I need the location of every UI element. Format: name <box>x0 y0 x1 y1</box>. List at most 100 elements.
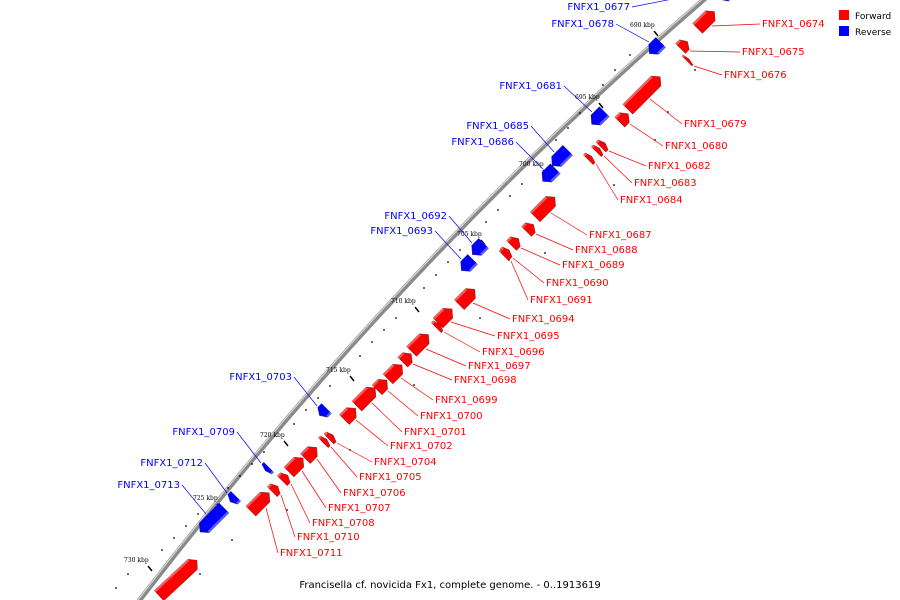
gene-shading <box>267 483 272 489</box>
label-FNFX1_0695[interactable]: FNFX1_0695 <box>497 331 560 342</box>
gene-FNFX1_0693[interactable] <box>456 254 478 275</box>
gene-FNFX1_0699[interactable] <box>382 360 407 385</box>
label-FNFX1_0699[interactable]: FNFX1_0699 <box>435 395 498 406</box>
gene-FNFX1_0680[interactable] <box>614 109 633 128</box>
gene-FNFX1_0681[interactable] <box>587 106 610 130</box>
label-FNFX1_0687[interactable]: FNFX1_0687 <box>589 230 652 241</box>
gene-shading <box>406 333 421 349</box>
gene-FNFX1_0684[interactable] <box>583 151 596 165</box>
leader-FNFX1_0689 <box>520 247 561 266</box>
gene-FNFX1_0709[interactable] <box>260 462 274 475</box>
label-FNFX1_0691[interactable]: FNFX1_0691 <box>530 295 593 306</box>
label-FNFX1_0700[interactable]: FNFX1_0700 <box>420 411 483 422</box>
gene-FNFX1_0686[interactable] <box>538 163 561 187</box>
label-FNFX1_0706[interactable]: FNFX1_0706 <box>343 488 406 499</box>
gene-FNFX1_0712[interactable] <box>225 491 241 507</box>
label-FNFX1_0692[interactable]: FNFX1_0692 <box>384 211 447 222</box>
label-FNFX1_0703[interactable]: FNFX1_0703 <box>229 372 292 383</box>
gene-shading <box>236 499 241 505</box>
gene-FNFX1_0702[interactable] <box>339 403 360 425</box>
gene-FNFX1_0683[interactable] <box>591 143 604 157</box>
gene-FNFX1_0701[interactable] <box>351 383 380 412</box>
label-FNFX1_0677[interactable]: FNFX1_0677 <box>567 2 630 13</box>
gene-FNFX1_0713[interactable] <box>195 502 230 537</box>
label-FNFX1_0693[interactable]: FNFX1_0693 <box>370 226 433 237</box>
gene-body <box>591 144 604 157</box>
label-FNFX1_0694[interactable]: FNFX1_0694 <box>512 314 575 325</box>
gene-FNFX1_0694[interactable] <box>454 284 479 310</box>
gene-FNFX1_0704[interactable] <box>323 430 338 445</box>
gene-FNFX1_0705[interactable] <box>318 434 331 448</box>
label-FNFX1_0710[interactable]: FNFX1_0710 <box>297 532 360 543</box>
gene-FNFX1_0697[interactable] <box>406 330 434 357</box>
gene-FNFX1_0682[interactable] <box>595 138 610 153</box>
label-FNFX1_0705[interactable]: FNFX1_0705 <box>359 472 422 483</box>
gene-FNFX1_bottom[interactable] <box>153 555 202 600</box>
label-FNFX1_0676[interactable]: FNFX1_0676 <box>724 70 787 81</box>
gene-FNFX1_0710[interactable] <box>267 481 283 497</box>
label-FNFX1_0697[interactable]: FNFX1_0697 <box>468 361 531 372</box>
label-FNFX1_0679[interactable]: FNFX1_0679 <box>684 119 747 130</box>
tick-dot <box>497 209 499 211</box>
label-FNFX1_0678[interactable]: FNFX1_0678 <box>551 19 614 30</box>
label-FNFX1_0682[interactable]: FNFX1_0682 <box>648 161 711 172</box>
gene-FNFX1_0678[interactable] <box>644 37 666 58</box>
gene-shading <box>454 288 468 302</box>
label-FNFX1_0688[interactable]: FNFX1_0688 <box>575 245 638 256</box>
label-FNFX1_0701[interactable]: FNFX1_0701 <box>404 427 467 438</box>
gene-FNFX1_0698[interactable] <box>397 349 416 368</box>
gene-FNFX1_0703[interactable] <box>315 403 332 421</box>
gene-FNFX1_0707[interactable] <box>283 453 308 478</box>
gene-FNFX1_0695[interactable] <box>432 304 457 329</box>
gene-body <box>397 352 413 368</box>
gene-FNFX1_0676[interactable] <box>681 54 694 67</box>
label-FNFX1_0675[interactable]: FNFX1_0675 <box>742 47 805 58</box>
gene-FNFX1_0674[interactable] <box>692 7 720 34</box>
tick-dot <box>127 573 129 575</box>
gene-FNFX1_0689[interactable] <box>506 234 524 251</box>
label-FNFX1_0712[interactable]: FNFX1_0712 <box>140 458 203 469</box>
label-FNFX1_0684[interactable]: FNFX1_0684 <box>620 195 683 206</box>
label-FNFX1_0683[interactable]: FNFX1_0683 <box>634 178 697 189</box>
label-FNFX1_0709[interactable]: FNFX1_0709 <box>172 427 235 438</box>
tick-dot <box>231 539 233 541</box>
leader-FNFX1_0677 <box>631 0 670 8</box>
gene-shading <box>656 45 666 55</box>
gene-FNFX1_0706[interactable] <box>300 442 321 464</box>
label-FNFX1_0704[interactable]: FNFX1_0704 <box>374 457 437 468</box>
label-FNFX1_0685[interactable]: FNFX1_0685 <box>466 121 529 132</box>
gene-FNFX1_0688[interactable] <box>521 220 539 237</box>
gene-FNFX1_0700[interactable] <box>371 375 392 396</box>
gene-FNFX1_0692[interactable] <box>467 238 489 259</box>
figure-caption: Francisella cf. novicida Fx1, complete g… <box>299 580 600 591</box>
gene-FNFX1_0691[interactable] <box>498 249 511 262</box>
label-FNFX1_0686[interactable]: FNFX1_0686 <box>451 137 514 148</box>
label-FNFX1_0696[interactable]: FNFX1_0696 <box>482 347 545 358</box>
gene-FNFX1_0679[interactable] <box>622 72 665 115</box>
label-FNFX1_0698[interactable]: FNFX1_0698 <box>454 375 517 386</box>
tick-dot <box>629 54 631 56</box>
label-FNFX1_0702[interactable]: FNFX1_0702 <box>390 441 453 452</box>
label-FNFX1_0707[interactable]: FNFX1_0707 <box>328 503 391 514</box>
gene-FNFX1_0696[interactable] <box>431 319 444 333</box>
gene-FNFX1_0675[interactable] <box>675 37 693 54</box>
label-FNFX1_0708[interactable]: FNFX1_0708 <box>312 518 375 529</box>
gene-FNFX1_0711[interactable] <box>245 488 274 517</box>
leader-FNFX1_0713 <box>181 484 207 515</box>
label-FNFX1_0713[interactable]: FNFX1_0713 <box>117 480 180 491</box>
label-FNFX1_0690[interactable]: FNFX1_0690 <box>546 278 609 289</box>
label-FNFX1_0681[interactable]: FNFX1_0681 <box>499 81 562 92</box>
label-FNFX1_0674[interactable]: FNFX1_0674 <box>762 19 825 30</box>
gene-FNFX1_0708[interactable] <box>277 470 293 486</box>
label-FNFX1_0711[interactable]: FNFX1_0711 <box>280 548 343 559</box>
gene-FNFX1_0677[interactable] <box>716 0 733 4</box>
leader-FNFX1_0678 <box>615 23 650 43</box>
tick-dot <box>197 513 199 515</box>
gene-shading <box>498 249 502 253</box>
gene-FNFX1_0687[interactable] <box>529 192 560 223</box>
leader-FNFX1_0691 <box>510 260 529 301</box>
tick-dot <box>395 317 397 319</box>
gene-FNFX1_0685[interactable] <box>547 145 573 170</box>
label-FNFX1_0680[interactable]: FNFX1_0680 <box>665 141 728 152</box>
label-FNFX1_0689[interactable]: FNFX1_0689 <box>562 260 625 271</box>
